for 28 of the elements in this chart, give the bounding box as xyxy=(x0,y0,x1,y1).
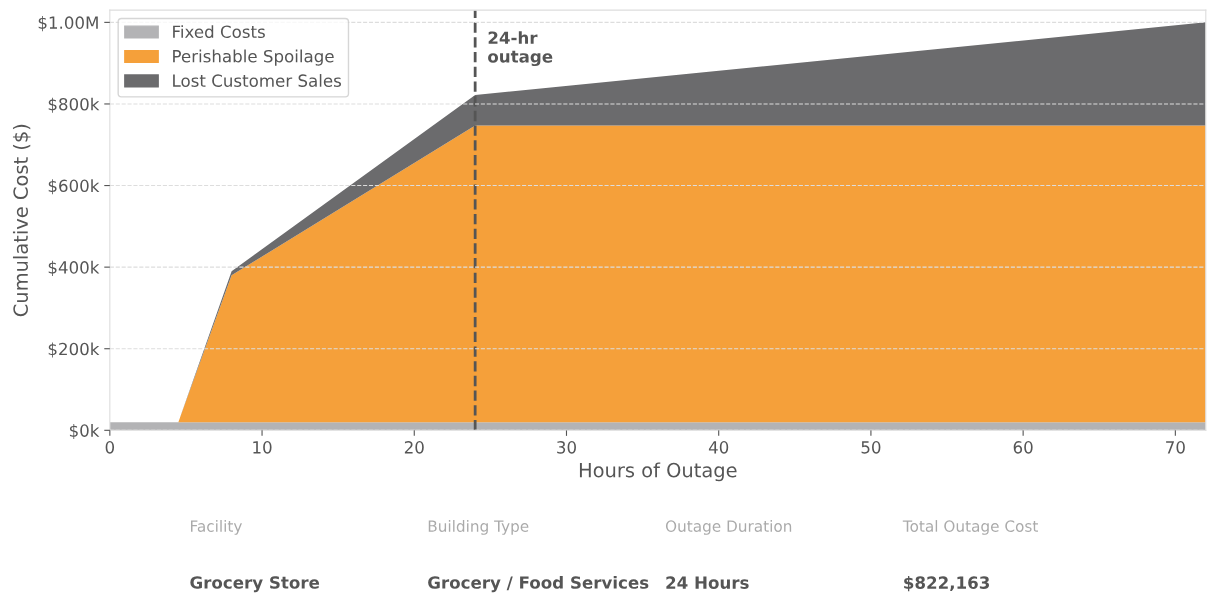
text: Grocery / Food Services xyxy=(428,575,649,593)
text: Total Outage Cost xyxy=(902,520,1038,535)
ref-line-label: 24-hr outage xyxy=(488,31,553,67)
x-tick-label: 10 xyxy=(253,441,272,454)
x-tick-label: 30 xyxy=(557,441,576,454)
x-tick-label: 20 xyxy=(404,441,424,454)
text: Building Type xyxy=(428,520,529,535)
legend-label: Fixed Costs xyxy=(173,25,265,39)
y-axis-title: Cumulative Cost ($) xyxy=(12,124,31,317)
y-tick-label: $400k xyxy=(48,260,100,276)
y-tick-label: $0k xyxy=(69,423,100,440)
x-tick-label: 40 xyxy=(708,441,729,454)
y-tick-label: $200k xyxy=(48,342,100,358)
text: Outage Duration xyxy=(665,520,792,535)
text: 24 Hours xyxy=(666,576,749,589)
y-tick-label: $600k xyxy=(48,179,100,195)
text: $822,163 xyxy=(904,576,990,592)
x-tick-label: 50 xyxy=(861,441,881,454)
x-tick-label: 0 xyxy=(105,441,115,454)
x-axis-title: Hours of Outage xyxy=(579,462,737,482)
x-tick-label: 70 xyxy=(1166,441,1185,454)
text: Facility xyxy=(191,520,242,535)
legend-label: Perishable Spoilage xyxy=(173,49,334,66)
x-tick-label: 60 xyxy=(1013,441,1033,454)
y-tick-label: $800k xyxy=(48,97,100,113)
legend-label: Lost Customer Sales xyxy=(173,74,342,87)
text: Grocery Store xyxy=(190,576,320,593)
y-tick-label: $1.00M xyxy=(38,16,98,32)
